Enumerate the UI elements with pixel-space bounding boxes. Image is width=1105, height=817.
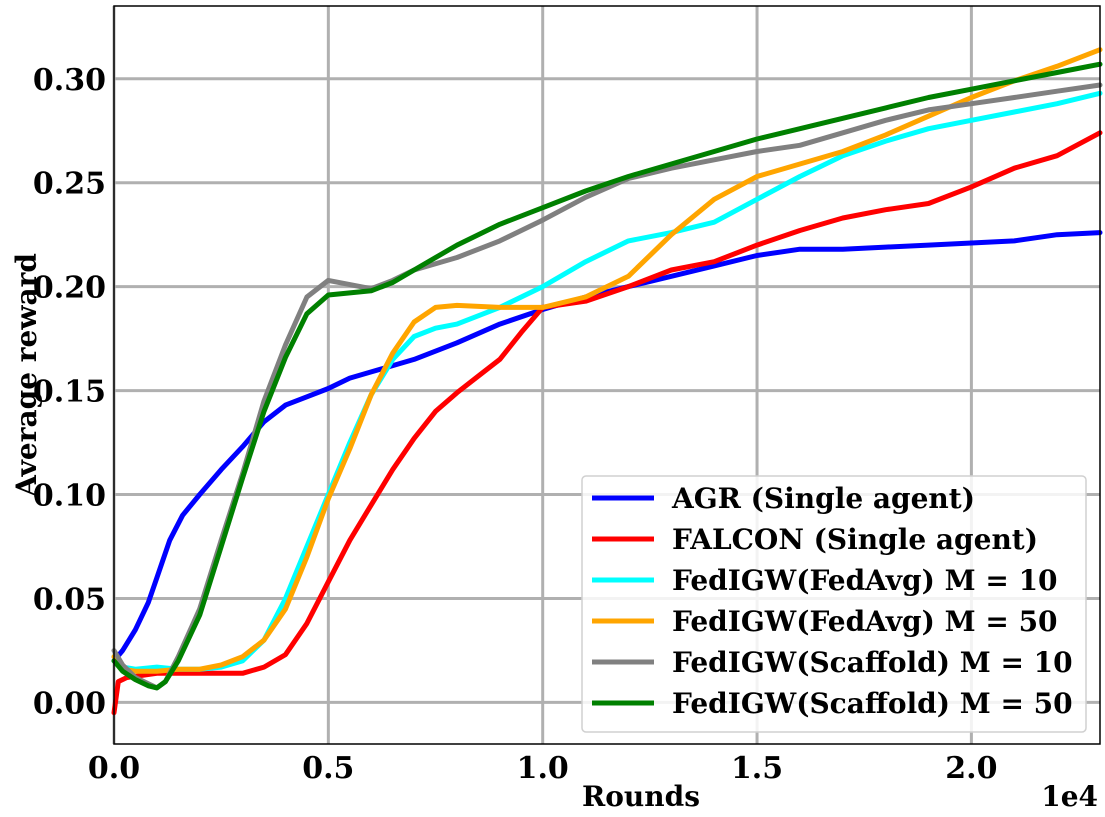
legend-label: AGR (Single agent)	[671, 482, 975, 515]
y-tick-label: 0.10	[33, 479, 106, 514]
x-tick-labels: 0.0 0.5 1.0 1.5 2.0	[88, 751, 998, 786]
x-tick-label: 0.0	[88, 751, 140, 786]
legend-label: FedIGW(Scaffold) M = 50	[672, 687, 1073, 720]
y-axis-label: Average reward	[10, 253, 43, 498]
legend-label: FALCON (Single agent)	[672, 523, 1038, 556]
x-tick-label: 0.5	[302, 751, 354, 786]
legend-items: AGR (Single agent) FALCON (Single agent) F…	[592, 482, 1073, 720]
series-line-6	[111, 61, 1103, 691]
x-tick-label: 1.5	[731, 751, 783, 786]
legend-label: FedIGW(FedAvg) M = 50	[672, 605, 1058, 638]
y-tick-labels: 0.00 0.05 0.10 0.15 0.20 0.25 0.30	[33, 63, 106, 722]
x-axis-offset-label: 1e4	[1041, 780, 1098, 813]
y-tick-label: 0.30	[33, 63, 106, 98]
series-lines	[111, 47, 1103, 716]
legend-box	[581, 475, 1087, 733]
y-tick-label: 0.00	[33, 686, 106, 721]
legend: AGR (Single agent) FALCON (Single agent) F…	[581, 475, 1087, 733]
y-tick-label: 0.15	[33, 375, 106, 410]
x-tick-label: 1.0	[517, 751, 569, 786]
y-tick-label: 0.20	[33, 271, 106, 306]
series-line-1	[111, 230, 1103, 664]
y-tick-label: 0.05	[33, 582, 106, 617]
plot-frame	[113, 5, 1101, 745]
x-tick-label: 2.0	[945, 751, 997, 786]
series-line-4	[111, 47, 1103, 674]
x-axis-label: Rounds	[582, 780, 700, 813]
legend-label: FedIGW(FedAvg) M = 10	[672, 564, 1058, 597]
y-tick-label: 0.25	[33, 167, 106, 202]
series-line-2	[111, 130, 1103, 716]
legend-label: FedIGW(Scaffold) M = 10	[672, 646, 1073, 679]
